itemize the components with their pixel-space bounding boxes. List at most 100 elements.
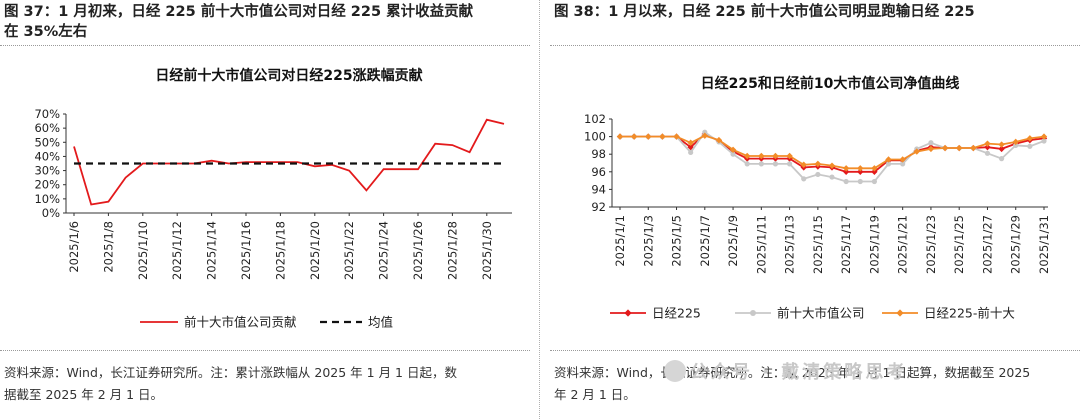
- y-tick-label: 94: [591, 182, 606, 196]
- series-3-point: [814, 160, 822, 168]
- y-tick-label: 40%: [34, 149, 60, 163]
- caption-divider: [550, 45, 1080, 46]
- x-tick-label: 2025/1/15: [811, 215, 825, 274]
- legend-marker-2: [750, 310, 756, 316]
- source-note: 资料来源：Wind，长江证券研究所。注：累计涨跌幅从 2025 年 1 月 1 …: [4, 362, 526, 406]
- x-tick-label: 2025/1/7: [698, 215, 712, 267]
- legend-marker-3: [896, 309, 904, 317]
- contribution-chart: 日经前十大市值公司对日经225涨跌幅贡献 0%10%20%30%40%50%60%…: [34, 67, 512, 330]
- series-2-point: [900, 161, 906, 167]
- series-2-point: [984, 150, 991, 156]
- y-tick-label: 20%: [34, 178, 60, 192]
- x-tick-label: 2025/1/11: [754, 215, 768, 274]
- x-tick-label: 2025/1/20: [308, 221, 322, 280]
- x-tick-label: 2025/1/10: [136, 221, 150, 280]
- legend-label-3: 日经225-前十大: [924, 306, 1015, 321]
- y-tick-label: 96: [591, 165, 606, 179]
- source-line-2: 年 2 月 1 日。: [554, 387, 636, 402]
- legend-label-2: 前十大市值公司: [777, 306, 865, 321]
- series-3-point: [1040, 133, 1048, 140]
- series-2-point: [885, 161, 892, 167]
- source-divider: [0, 350, 530, 351]
- right-chart-panel: 图 38：1 月以来，日经 225 前十大市值公司明显跑输日经 225 日经22…: [550, 0, 1080, 419]
- legend-label-1: 前十大市值公司贡献: [184, 315, 297, 330]
- series-2-point: [928, 140, 934, 146]
- x-tick-label: 2025/1/23: [924, 215, 938, 274]
- series-2-point: [1041, 138, 1047, 144]
- y-tick-label: 60%: [34, 121, 60, 135]
- series-3-point: [956, 144, 963, 152]
- series-2-point: [999, 156, 1005, 162]
- x-tick-label: 2025/1/9: [726, 215, 740, 267]
- x-tick-label: 2025/1/13: [783, 215, 797, 274]
- wechat-icon: [664, 360, 686, 382]
- legend-label-1: 日经225: [652, 306, 701, 321]
- x-tick-label: 2025/1/31: [1037, 215, 1051, 274]
- y-tick-label: 10%: [34, 192, 60, 206]
- x-tick-label: 2025/1/25: [952, 215, 966, 274]
- x-tick-label: 2025/1/29: [1009, 215, 1023, 274]
- x-tick-label: 2025/1/21: [896, 215, 910, 274]
- series-2-point: [829, 174, 835, 180]
- series-2-point: [801, 176, 807, 182]
- series-3-point: [673, 133, 680, 140]
- series-3-point: [1026, 135, 1034, 142]
- series-3-point: [828, 162, 836, 169]
- x-tick-label: 2025/1/12: [170, 221, 184, 280]
- x-tick-label: 2025/1/24: [377, 221, 391, 280]
- series-3-point: [885, 156, 892, 163]
- series-3-point: [630, 133, 638, 140]
- series-3-point: [772, 152, 779, 160]
- series-1-point: [984, 143, 991, 151]
- x-tick-label: 2025/1/22: [342, 221, 356, 280]
- y-tick-label: 100: [584, 130, 606, 144]
- nav-curve-chart: 日经225和日经前10大市值公司净值曲线 92 94 96 98 100 102 2025/1…: [584, 75, 1051, 321]
- caption-line-1: 图 37：1 月初来，日经 225 前十大市值公司对日经 225 累计收益贡献: [4, 4, 474, 20]
- series-2-point: [1027, 143, 1033, 149]
- series-3-point: [871, 165, 878, 172]
- series-2-point: [787, 161, 793, 167]
- series-2-point: [815, 171, 821, 178]
- series-2-point: [702, 129, 708, 135]
- legend-marker-1: [624, 309, 632, 317]
- x-tick-label: 2025/1/30: [480, 221, 494, 280]
- y-tick-label: 102: [584, 112, 606, 126]
- source-line-2: 据截至 2025 年 2 月 1 日。: [4, 387, 164, 402]
- x-tick-label: 2025/1/28: [445, 221, 459, 280]
- series-2-point: [730, 151, 736, 157]
- series-3-point: [913, 148, 920, 155]
- series-3-point: [970, 144, 977, 152]
- source-line-1: 资料来源：Wind，长江证券研究所。注：从 2025 年 1 月 1 日起算，数…: [554, 365, 1031, 380]
- chart-title: 日经前十大市值公司对日经225涨跌幅贡献: [155, 67, 422, 84]
- x-tick-label: 2025/1/14: [205, 221, 219, 280]
- series-1-point: [871, 168, 878, 175]
- series-3-point: [927, 145, 935, 153]
- series-2-point: [772, 161, 779, 167]
- legend-label-2: 均值: [368, 315, 393, 330]
- source-note: 资料来源：Wind，长江证券研究所。注：从 2025 年 1 月 1 日起算，数…: [554, 362, 1076, 406]
- figure-caption: 图 37：1 月初来，日经 225 前十大市值公司对日经 225 累计收益贡献 …: [4, 2, 524, 42]
- series-2-point: [1013, 142, 1019, 148]
- series-3-point: [645, 133, 652, 140]
- series-1-point: [842, 168, 850, 175]
- x-tick-label: 2025/1/18: [273, 221, 287, 280]
- x-tick-label: 2025/1/27: [980, 215, 994, 274]
- caption-line-1: 图 38：1 月以来，日经 225 前十大市值公司明显跑输日经 225: [554, 4, 975, 20]
- series-2-point: [758, 161, 764, 167]
- series-3-point: [857, 165, 864, 172]
- y-tick-label: 30%: [34, 164, 60, 178]
- x-tick-label: 2025/1/6: [67, 221, 81, 273]
- series-2-point: [871, 178, 877, 185]
- source-line-1: 资料来源：Wind，长江证券研究所。注：累计涨跌幅从 2025 年 1 月 1 …: [4, 365, 457, 380]
- y-tick-label: 70%: [34, 107, 60, 121]
- chart-title: 日经225和日经前10大市值公司净值曲线: [701, 75, 960, 92]
- x-tick-label: 2025/1/26: [411, 221, 425, 280]
- x-tick-label: 2025/1/19: [867, 215, 881, 274]
- series-3-point: [984, 140, 991, 147]
- figure-caption: 图 38：1 月以来，日经 225 前十大市值公司明显跑输日经 225: [554, 2, 1074, 22]
- series-line-1: [73, 118, 505, 206]
- left-chart-panel: 图 37：1 月初来，日经 225 前十大市值公司对日经 225 累计收益贡献 …: [0, 0, 530, 419]
- series-1-point: [998, 145, 1005, 153]
- series-3-point: [998, 141, 1005, 148]
- y-tick-label: 50%: [34, 135, 60, 149]
